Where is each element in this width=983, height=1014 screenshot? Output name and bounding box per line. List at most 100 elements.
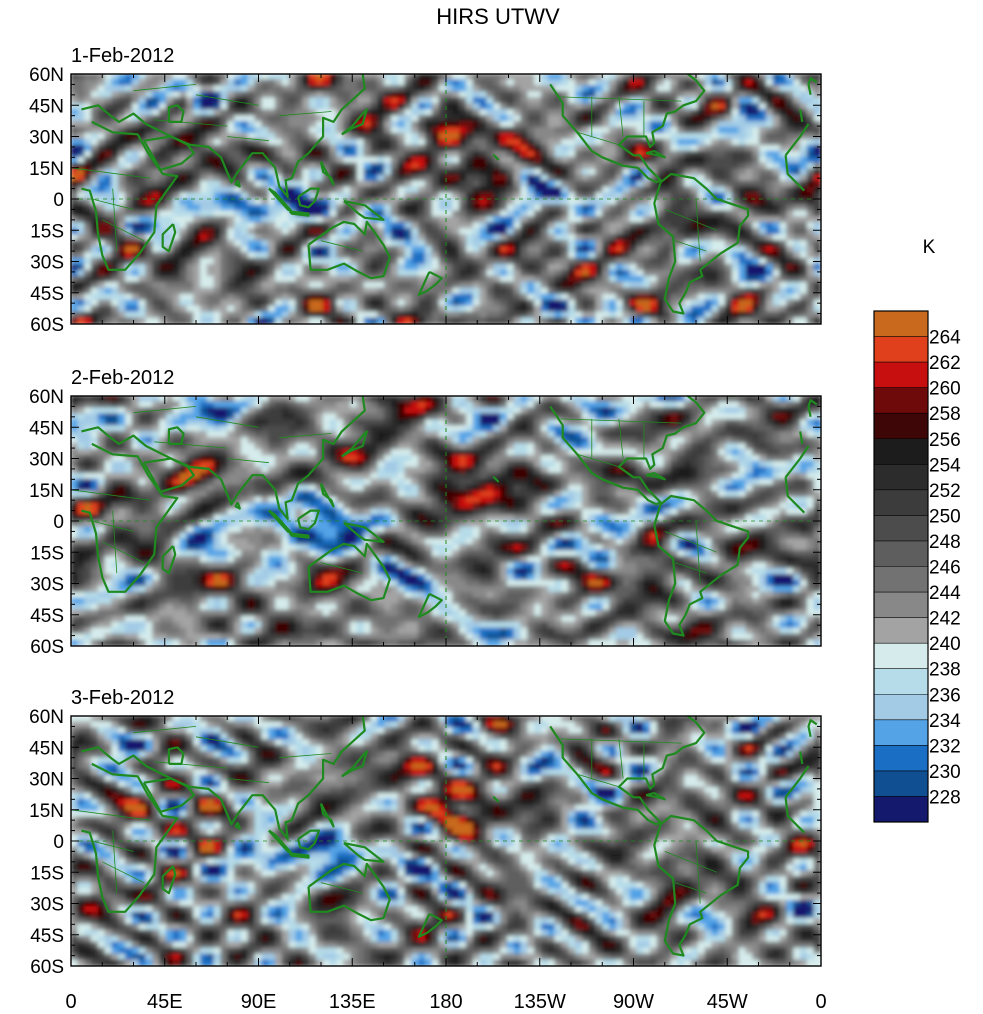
coastline — [417, 912, 443, 938]
utwv-field — [71, 716, 821, 966]
coastline — [645, 792, 666, 801]
colorbar-swatch — [874, 311, 928, 338]
colorbar-label: 236 — [929, 685, 961, 706]
panel-date: 2-Feb-2012 — [71, 367, 174, 389]
country-border — [102, 219, 145, 242]
colorbar-swatch — [874, 540, 928, 567]
coastline — [492, 796, 500, 803]
colorbar: 264 262 260 258 256 254 252 250 248 246 244 242 240 2… — [873, 310, 961, 823]
country-border — [71, 489, 151, 501]
lat-tick-label: 15N — [29, 801, 64, 822]
lon-tick-label: 90W — [613, 991, 654, 1013]
colorbar-swatch — [874, 617, 928, 644]
figure-title: HIRS UTWV — [436, 4, 560, 29]
coastlines — [71, 396, 821, 646]
country-border — [618, 738, 624, 779]
country-border — [102, 861, 145, 884]
panel-date: 3-Feb-2012 — [71, 687, 174, 709]
country-border — [279, 433, 332, 439]
country-border — [320, 240, 363, 252]
lat-tick-label: 60S — [30, 637, 64, 658]
panel-date: 1-Feb-2012 — [71, 45, 174, 67]
colorbar-swatch — [874, 489, 928, 516]
coastline — [234, 501, 241, 510]
axis-ticks — [70, 73, 822, 325]
lat-tick-label: 15N — [29, 159, 64, 180]
map-panel: 3-Feb-2012 60N 45N 30N 15N 0 15S 30S 45S 60S — [29, 687, 822, 978]
country-border — [71, 809, 151, 821]
coastline — [549, 396, 706, 506]
lat-tick-label: 0 — [53, 512, 64, 533]
lat-tick-label: 0 — [53, 832, 64, 853]
colorbar-label: 232 — [929, 736, 961, 757]
colorbar-swatch — [874, 387, 928, 414]
country-border — [91, 520, 134, 532]
map-panel: 2-Feb-2012 60N 45N 30N 15N 0 15S 30S 45S 60S — [29, 367, 822, 658]
coastline — [307, 220, 391, 280]
colorbar-label: 234 — [929, 711, 961, 732]
lon-tick-label: 180 — [429, 991, 462, 1013]
country-border — [195, 736, 259, 748]
map-panels: 1-Feb-201260N45N30N15N015S30S45S60S2-Feb… — [29, 45, 822, 978]
colorbar-label: 256 — [929, 430, 961, 451]
colorbar-swatch — [874, 566, 928, 593]
coastline — [289, 210, 310, 217]
country-border — [577, 773, 620, 788]
country-border — [227, 778, 269, 784]
country-border — [195, 416, 259, 428]
lat-tick-label: 45N — [29, 738, 64, 759]
country-border — [91, 840, 134, 852]
coastline — [161, 865, 177, 895]
country-border — [675, 562, 707, 574]
colorbar-swatch — [874, 362, 928, 389]
country-border — [133, 84, 197, 92]
country-border — [279, 753, 332, 759]
coastline — [645, 150, 666, 159]
coastline — [81, 716, 804, 840]
lon-tick-label: 45W — [707, 991, 748, 1013]
lat-tick-label: 45N — [29, 418, 64, 439]
lon-tick-label: 135E — [329, 991, 376, 1013]
colorbar-label: 230 — [929, 762, 961, 783]
colorbar-swatch — [874, 694, 928, 721]
country-border — [227, 458, 269, 464]
colorbar-label: 240 — [929, 634, 961, 655]
coastline — [645, 472, 666, 481]
lat-tick-label: 0 — [53, 190, 64, 211]
colorbar-swatch — [874, 464, 928, 491]
colorbar-label: 252 — [929, 481, 961, 502]
country-border — [102, 541, 145, 564]
coastline — [319, 803, 335, 828]
colorbar-swatch — [874, 745, 928, 772]
country-border — [154, 119, 228, 127]
coastline — [492, 476, 500, 483]
coastline — [289, 852, 310, 859]
lon-tick-label: 90E — [241, 991, 277, 1013]
lat-tick-label: 30N — [29, 128, 64, 149]
lat-tick-label: 45S — [30, 284, 64, 305]
lat-tick-label: 60S — [30, 957, 64, 978]
country-border — [133, 726, 197, 734]
country-border — [695, 198, 701, 262]
colorbar-swatch — [874, 668, 928, 695]
coastline — [161, 223, 177, 253]
country-border — [154, 761, 228, 769]
coastline — [417, 592, 443, 618]
lat-tick-label: 45N — [29, 96, 64, 117]
lat-tick-label: 30N — [29, 450, 64, 471]
lat-tick-label: 15S — [30, 221, 64, 242]
lat-tick-label: 15S — [30, 863, 64, 884]
country-border — [664, 531, 717, 553]
coastline — [307, 542, 391, 602]
lat-tick-label: 15S — [30, 543, 64, 564]
lat-tick-label: 60N — [29, 707, 64, 728]
coastlines — [71, 716, 821, 966]
coastline — [343, 200, 385, 221]
map-panel: 1-Feb-2012 60N 45N 30N 15N 0 15S 30S 45S 60S — [29, 45, 822, 336]
country-border — [618, 418, 624, 459]
colorbar-swatch — [874, 643, 928, 670]
coastline — [319, 161, 335, 186]
coastline — [81, 442, 810, 593]
country-border — [320, 562, 363, 574]
colorbar-swatch — [874, 438, 928, 465]
